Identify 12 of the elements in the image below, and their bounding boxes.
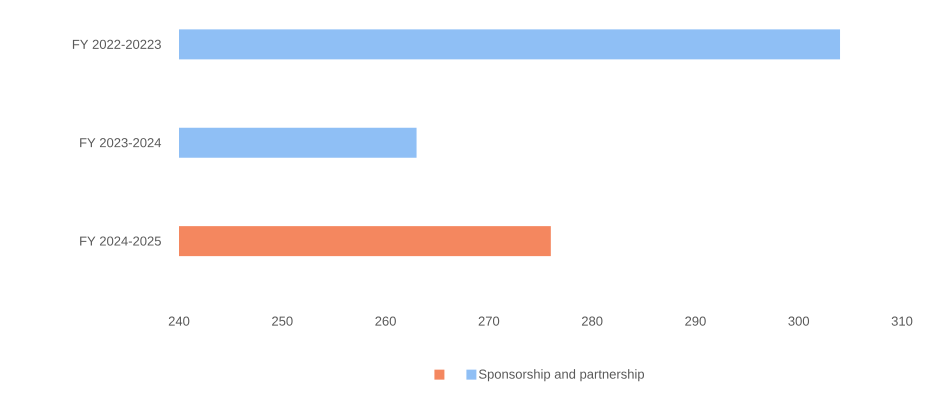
y-tick-label: FY 2024-2025 [80,236,161,246]
x-tick-label: 260 [375,316,396,326]
x-tick-label: 290 [685,316,706,326]
x-tick-label: 280 [582,316,602,326]
x-tick-label: 250 [272,316,293,326]
x-tick-label: 310 [892,316,912,326]
legend-label: Sponsorship and partnership [478,369,644,382]
y-tick-label: FY 2023-2024 [80,138,162,148]
x-tick-label: 270 [478,316,500,326]
x-tick-label: 240 [168,316,190,326]
x-tick-label: 300 [788,316,810,326]
y-tick-label: FY 2022-20223 [72,40,161,49]
